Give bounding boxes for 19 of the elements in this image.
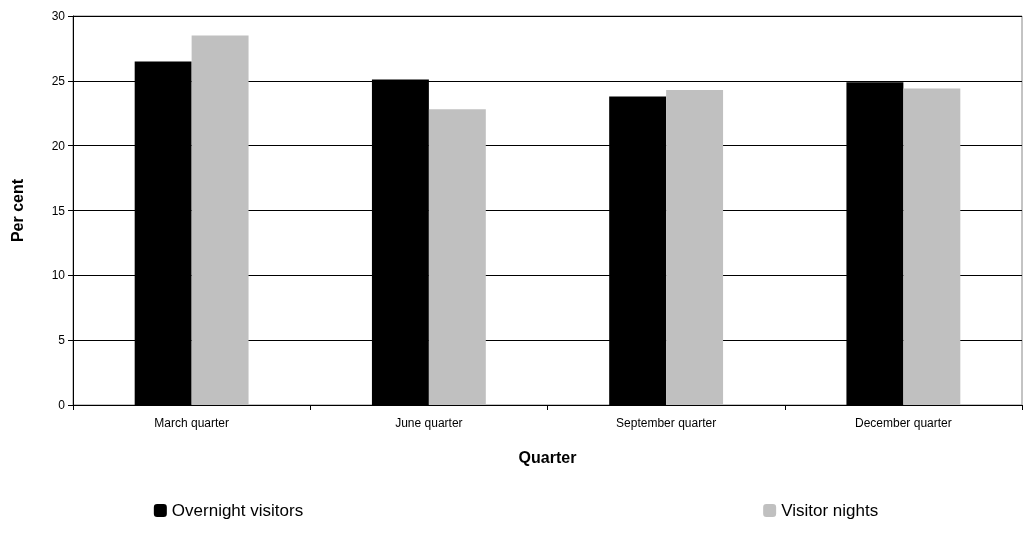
x-tick-label: December quarter bbox=[855, 416, 952, 430]
x-axis-title: Quarter bbox=[518, 448, 577, 466]
y-tick-label: 30 bbox=[51, 9, 66, 23]
y-tick-label: 10 bbox=[51, 268, 66, 283]
y-axis-title: Per cent bbox=[8, 178, 26, 243]
x-tick-label: June quarter bbox=[395, 416, 463, 430]
x-tick-label: September quarter bbox=[616, 416, 717, 430]
bar bbox=[903, 88, 961, 405]
y-tick-label: 20 bbox=[51, 138, 66, 153]
legend-label: Visitor nights bbox=[781, 501, 879, 520]
legend-label: Overnight visitors bbox=[171, 501, 304, 520]
y-tick-label: 15 bbox=[51, 203, 66, 218]
bar bbox=[191, 35, 249, 405]
y-tick-label: 0 bbox=[58, 398, 66, 412]
bar bbox=[428, 109, 486, 405]
x-tick-label: March quarter bbox=[154, 416, 229, 430]
y-tick-label: 25 bbox=[51, 73, 66, 88]
bar bbox=[666, 89, 724, 405]
y-tick-label: 5 bbox=[58, 333, 66, 348]
